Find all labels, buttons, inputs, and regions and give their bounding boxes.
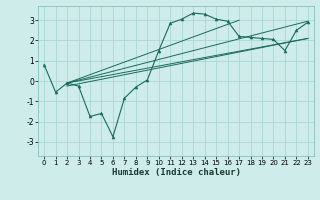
X-axis label: Humidex (Indice chaleur): Humidex (Indice chaleur) bbox=[111, 168, 241, 177]
